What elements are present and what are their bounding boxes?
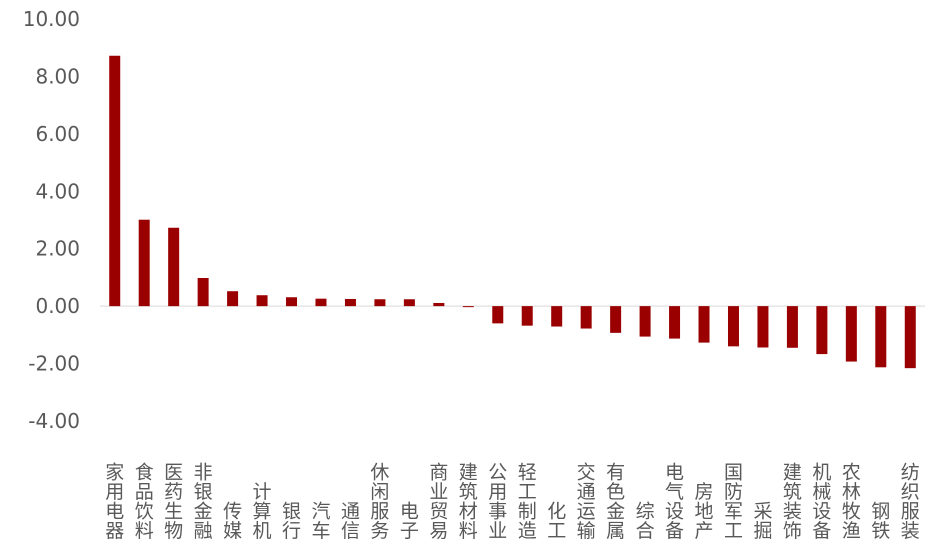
- bar-电气设备: [669, 306, 681, 339]
- bar-家用电器: [109, 55, 121, 307]
- x-tick-label: 建筑材料: [459, 462, 478, 543]
- bar-机械设备: [816, 306, 828, 355]
- x-tick-label: 电子: [400, 501, 419, 543]
- x-tick-label: 房地产: [695, 481, 714, 542]
- bar-钢铁: [875, 306, 887, 368]
- bar-计算机: [256, 295, 268, 307]
- x-tick-label: 综合: [636, 501, 655, 543]
- x-tick-label: 采掘: [753, 501, 772, 543]
- y-tick-label: -2.00: [28, 352, 80, 376]
- x-tick-label: 钢铁: [871, 501, 890, 543]
- bar-传媒: [227, 291, 239, 307]
- x-tick-label: 农林牧渔: [842, 462, 861, 543]
- bar-综合: [639, 306, 651, 337]
- x-axis-labels: 家用电器食品饮料医药生物非银金融传媒计算机银行汽车通信休闲服务电子商业贸易建筑材…: [105, 462, 920, 543]
- bar-采掘: [757, 306, 769, 348]
- y-tick-label: 4.00: [35, 179, 80, 203]
- x-tick-label: 轻工制造: [518, 462, 537, 543]
- bar-建筑材料: [462, 306, 474, 308]
- y-tick-label: -4.00: [28, 409, 80, 433]
- x-tick-label: 传媒: [223, 501, 242, 543]
- bar-非银金融: [197, 278, 209, 307]
- x-tick-label: 非银金融: [194, 462, 213, 543]
- x-tick-label: 汽车: [311, 501, 330, 543]
- x-tick-label: 商业贸易: [429, 462, 448, 543]
- x-tick-label: 计算机: [253, 481, 272, 542]
- bar-有色金属: [610, 306, 622, 333]
- y-tick-label: 6.00: [35, 122, 80, 146]
- x-tick-label: 电气设备: [665, 462, 684, 543]
- x-tick-label: 银行: [282, 501, 301, 543]
- bar-纺织服装: [904, 306, 916, 369]
- y-tick-label: 0.00: [35, 294, 80, 318]
- bar-建筑装饰: [786, 306, 798, 348]
- x-tick-label: 交通运输: [577, 462, 596, 543]
- bar-交通运输: [580, 306, 592, 329]
- bar-公用事业: [492, 306, 504, 324]
- bar-电子: [403, 299, 415, 307]
- x-tick-label: 有色金属: [606, 462, 625, 543]
- y-axis-labels: 10.00 8.00 6.00 4.00 2.00 0.00 -2.00 -4.00: [23, 7, 80, 433]
- bar-化工: [551, 306, 563, 327]
- bar-通信: [344, 298, 356, 307]
- x-tick-label: 通信: [341, 501, 360, 543]
- x-tick-label: 公用事业: [488, 462, 507, 543]
- y-tick-label: 10.00: [23, 7, 80, 31]
- y-tick-label: 8.00: [35, 64, 80, 88]
- bar-国防军工: [727, 306, 739, 347]
- bar-商业贸易: [433, 302, 445, 307]
- x-tick-label: 医药生物: [164, 462, 183, 543]
- bar-食品饮料: [138, 219, 150, 307]
- bar-银行: [286, 297, 298, 307]
- x-tick-label: 机械设备: [812, 462, 831, 543]
- bar-汽车: [315, 298, 327, 307]
- bar-轻工制造: [521, 306, 533, 326]
- x-tick-label: 建筑装饰: [783, 462, 802, 543]
- x-tick-label: 纺织服装: [901, 462, 920, 543]
- x-tick-label: 国防军工: [724, 462, 743, 543]
- x-tick-label: 食品饮料: [135, 462, 154, 543]
- x-tick-label: 家用电器: [105, 462, 124, 543]
- bars: [109, 55, 916, 369]
- bar-房地产: [698, 306, 710, 343]
- y-tick-label: 2.00: [35, 237, 80, 261]
- bar-农林牧渔: [845, 306, 857, 362]
- x-tick-label: 化工: [547, 501, 566, 543]
- bar-休闲服务: [374, 299, 386, 307]
- bar-医药生物: [168, 227, 180, 307]
- x-tick-label: 休闲服务: [370, 462, 389, 543]
